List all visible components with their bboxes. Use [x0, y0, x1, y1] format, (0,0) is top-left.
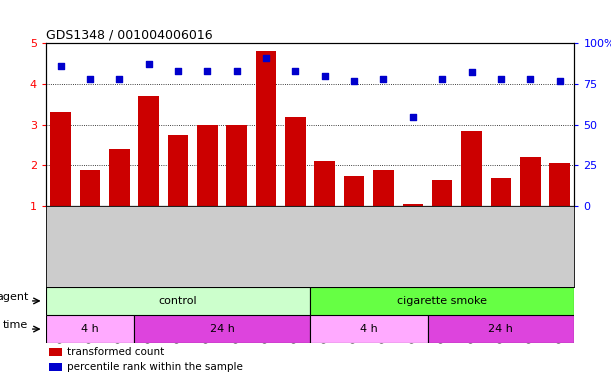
Text: agent: agent: [0, 292, 28, 302]
Point: [144, 62, 153, 68]
Bar: [310, 287, 574, 315]
Bar: [432, 180, 453, 206]
Bar: [310, 315, 428, 343]
Point: [85, 76, 95, 82]
Text: time: time: [3, 320, 28, 330]
Point: [349, 78, 359, 84]
Bar: [491, 178, 511, 206]
Text: 4 h: 4 h: [360, 324, 378, 334]
Bar: [46, 315, 134, 343]
Text: GDS1348 / 001004006016: GDS1348 / 001004006016: [46, 29, 213, 42]
Bar: [167, 135, 188, 206]
Text: 24 h: 24 h: [489, 324, 513, 334]
Bar: [403, 204, 423, 206]
Bar: [549, 164, 570, 206]
Point: [408, 114, 418, 120]
Point: [525, 76, 535, 82]
Text: 24 h: 24 h: [210, 324, 235, 334]
Point: [202, 68, 212, 74]
Bar: [315, 161, 335, 206]
Point: [290, 68, 300, 74]
Point: [114, 76, 124, 82]
Bar: [134, 315, 310, 343]
Bar: [79, 170, 100, 206]
Bar: [50, 112, 71, 206]
Bar: [285, 117, 306, 206]
Text: 4 h: 4 h: [81, 324, 99, 334]
Bar: [256, 51, 276, 206]
Point: [261, 55, 271, 61]
Bar: [109, 149, 130, 206]
Bar: [461, 131, 482, 206]
Text: control: control: [159, 296, 197, 306]
Bar: [373, 170, 393, 206]
Bar: [46, 287, 310, 315]
Point: [437, 76, 447, 82]
Bar: [138, 96, 159, 206]
Bar: [49, 363, 62, 371]
Bar: [197, 124, 218, 206]
Bar: [49, 348, 62, 356]
Bar: [428, 315, 574, 343]
Text: cigarette smoke: cigarette smoke: [397, 296, 487, 306]
Bar: [344, 176, 364, 206]
Point: [232, 68, 241, 74]
Point: [379, 76, 389, 82]
Point: [467, 69, 477, 75]
Text: transformed count: transformed count: [67, 347, 164, 357]
Text: percentile rank within the sample: percentile rank within the sample: [67, 362, 243, 372]
Point: [173, 68, 183, 74]
Point: [56, 63, 65, 69]
Bar: [520, 158, 541, 206]
Point: [320, 73, 330, 79]
Point: [555, 78, 565, 84]
Point: [496, 76, 506, 82]
Bar: [227, 124, 247, 206]
